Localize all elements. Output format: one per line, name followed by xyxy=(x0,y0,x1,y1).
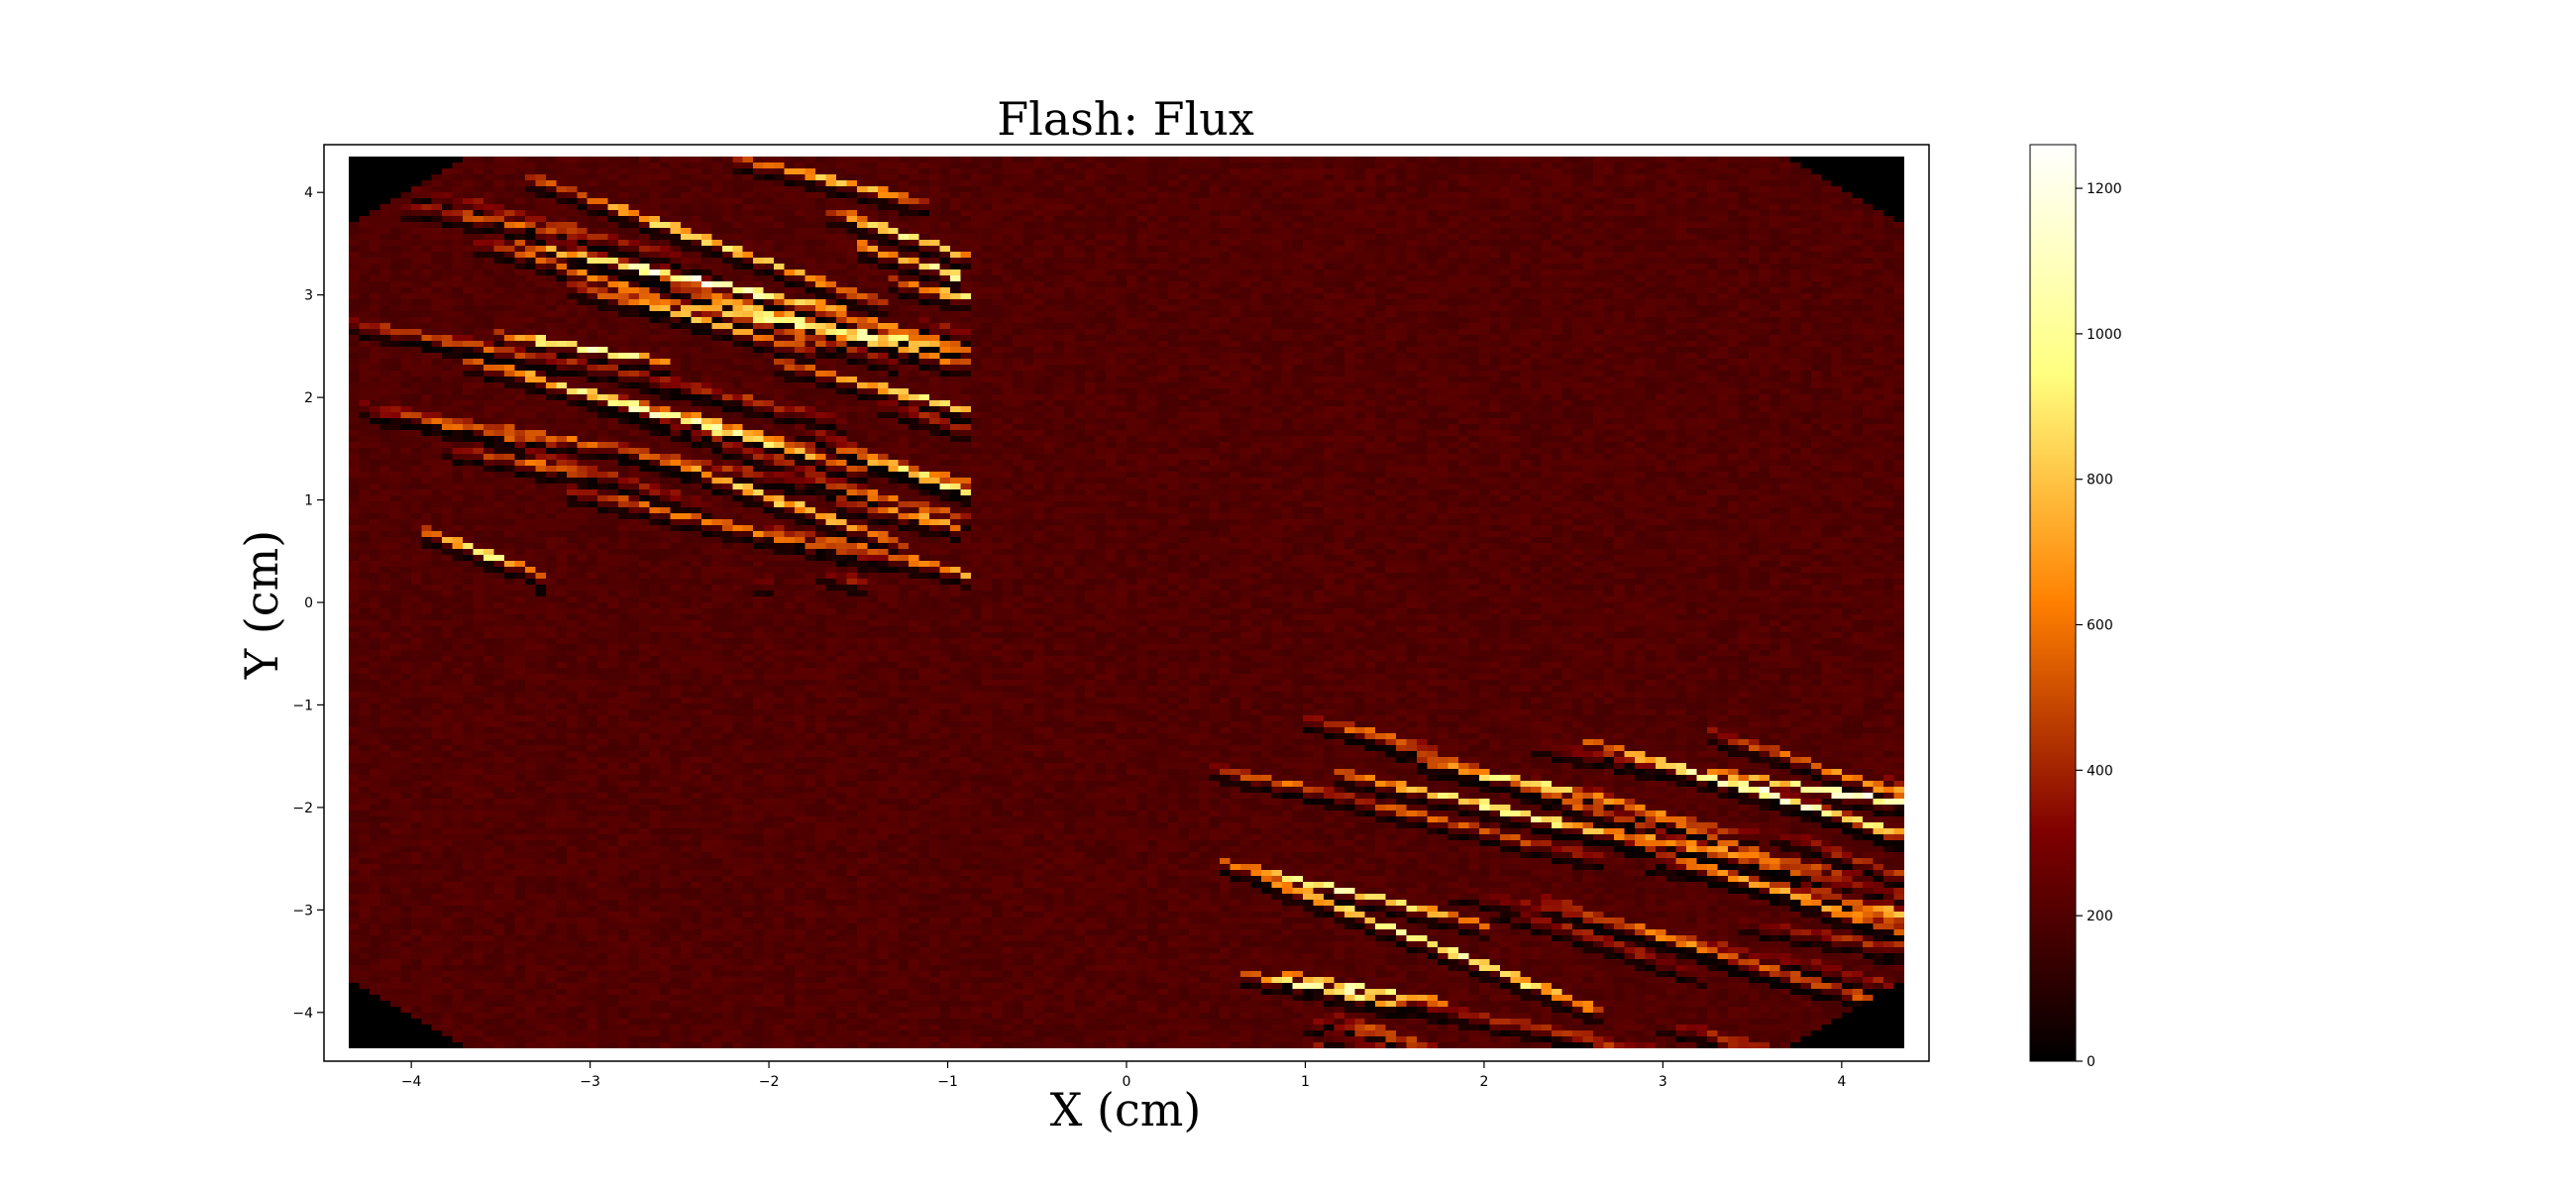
x-tick-label: −4 xyxy=(401,1074,422,1090)
heatmap xyxy=(349,157,1904,1048)
colorbar-tick-label: 400 xyxy=(2087,763,2113,779)
colorbar-tick-label: 1200 xyxy=(2087,181,2122,197)
chart-title: Flash: Flux xyxy=(997,92,1254,146)
colorbar xyxy=(2029,144,2077,1062)
y-tick-label: 2 xyxy=(304,390,313,406)
x-tick-label: 4 xyxy=(1837,1074,1846,1090)
colorbar-tick-label: 600 xyxy=(2087,618,2113,634)
y-tick-label: −3 xyxy=(292,903,313,919)
x-tick-label: 3 xyxy=(1659,1074,1667,1090)
colorbar-tick-label: 200 xyxy=(2087,909,2113,924)
x-tick-label: −1 xyxy=(937,1074,958,1090)
x-tick-label: 2 xyxy=(1479,1074,1488,1090)
y-axis-label: Y (cm) xyxy=(235,530,288,680)
x-tick-label: 1 xyxy=(1301,1074,1310,1090)
x-axis: −4 −3 −2 −1 0 1 2 3 4 xyxy=(401,1061,1846,1090)
y-tick-label: −2 xyxy=(292,801,313,816)
x-tick-label: −2 xyxy=(759,1074,780,1090)
y-axis: 4 3 2 1 0 −1 −2 −3 −4 xyxy=(292,185,324,1022)
y-tick-label: −1 xyxy=(292,698,313,713)
colorbar-tick-label: 800 xyxy=(2087,473,2113,488)
y-tick-label: 0 xyxy=(304,595,313,611)
colorbar-axis: 1200 1000 800 600 400 200 0 xyxy=(2076,181,2122,1070)
colorbar-tick-label: 0 xyxy=(2087,1054,2095,1070)
y-tick-label: 3 xyxy=(304,288,313,304)
x-tick-label: −3 xyxy=(580,1074,600,1090)
x-tick-label: 0 xyxy=(1123,1074,1131,1090)
y-tick-label: −4 xyxy=(292,1006,313,1022)
colorbar-tick-label: 1000 xyxy=(2087,327,2122,343)
x-axis-label: X (cm) xyxy=(1050,1083,1202,1136)
y-tick-label: 4 xyxy=(304,185,313,201)
y-tick-label: 1 xyxy=(304,493,313,509)
